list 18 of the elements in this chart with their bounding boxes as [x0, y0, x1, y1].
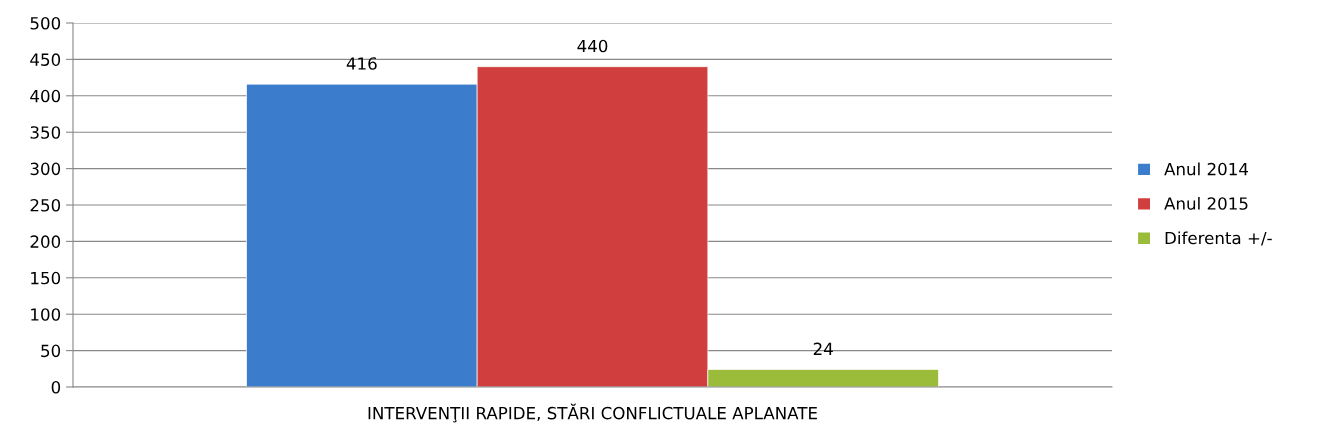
- legend-label: Anul 2015: [1164, 196, 1248, 210]
- legend-label: Diferenta +/-: [1165, 231, 1272, 246]
- y-tick-label: 450: [30, 53, 61, 66]
- y-tick-label: 500: [30, 16, 61, 30]
- y-tick-label: 300: [30, 162, 61, 176]
- y-tick-label: 50: [41, 344, 61, 358]
- y-tick-label: 200: [30, 235, 61, 248]
- data-label: 24: [813, 342, 833, 355]
- legend-label: Anul 2014: [1164, 162, 1248, 176]
- data-label: 416: [346, 57, 377, 70]
- y-tick-label: 0: [51, 380, 61, 394]
- y-tick-label: 150: [31, 271, 61, 285]
- y-tick-label: 250: [30, 198, 61, 212]
- data-label: 440: [577, 39, 608, 53]
- y-tick-label: 100: [31, 308, 61, 321]
- y-tick-label: 350: [30, 126, 61, 139]
- x-tick-label: INTERVENŢII RAPIDE, STĂRI CONFLICTUALE APLANATE: [368, 403, 817, 423]
- y-tick-label: 400: [30, 89, 61, 103]
